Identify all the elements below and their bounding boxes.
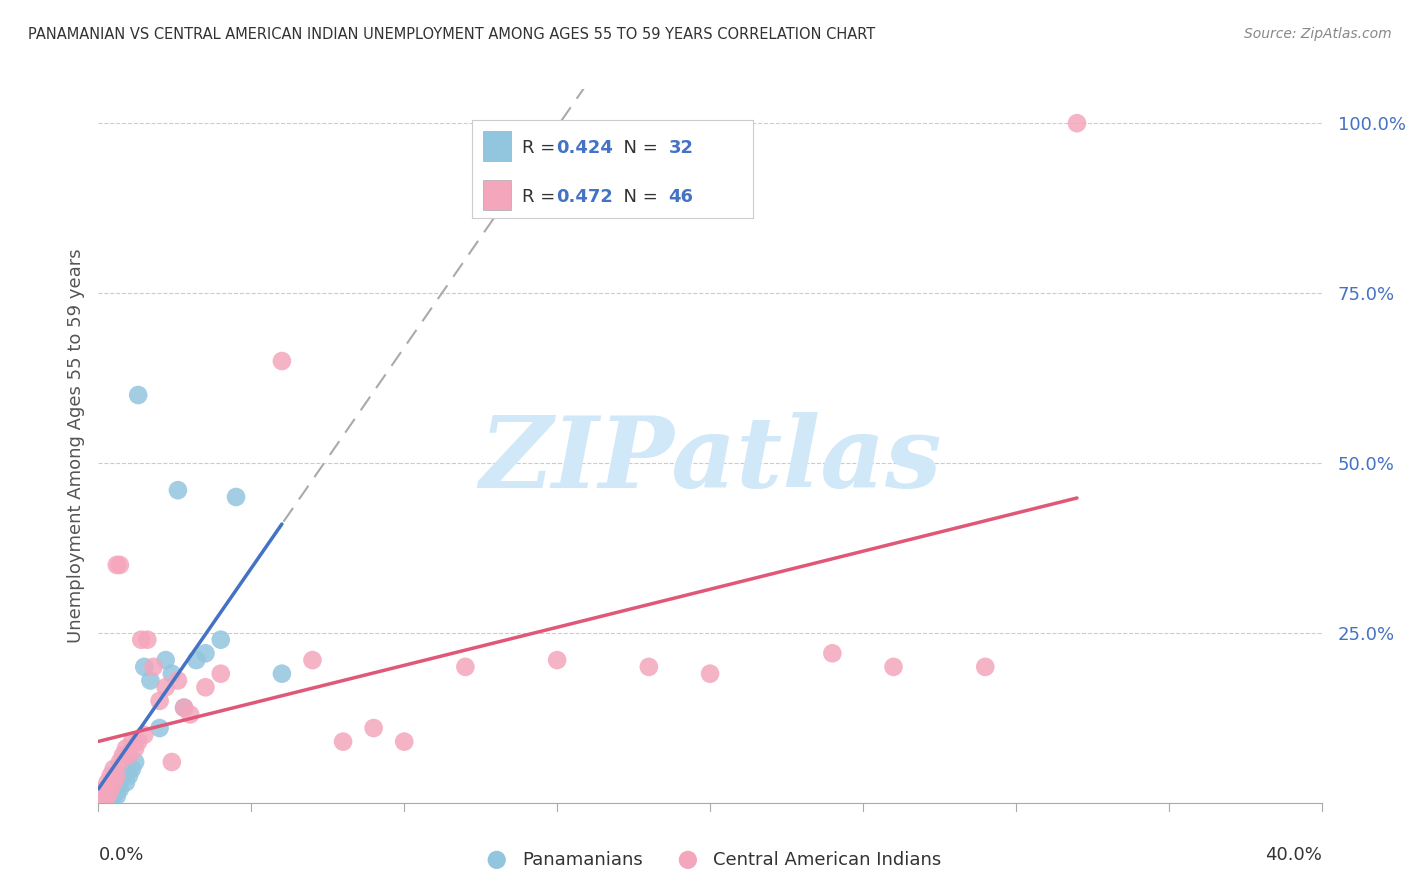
Point xyxy=(100,789,122,803)
Point xyxy=(194,680,217,694)
Point xyxy=(127,734,149,748)
Point xyxy=(93,796,115,810)
Point xyxy=(139,673,162,688)
Point xyxy=(105,558,128,572)
Point xyxy=(270,354,292,368)
Point xyxy=(142,660,165,674)
Point xyxy=(108,755,131,769)
Text: R =: R = xyxy=(522,188,561,206)
Point xyxy=(209,632,232,647)
Point xyxy=(105,775,128,789)
Point xyxy=(173,700,195,714)
FancyBboxPatch shape xyxy=(482,131,510,161)
Text: PANAMANIAN VS CENTRAL AMERICAN INDIAN UNEMPLOYMENT AMONG AGES 55 TO 59 YEARS COR: PANAMANIAN VS CENTRAL AMERICAN INDIAN UN… xyxy=(28,27,876,42)
Point xyxy=(225,490,247,504)
Point xyxy=(149,721,172,735)
Point xyxy=(100,796,122,810)
Point xyxy=(103,775,125,789)
Point xyxy=(883,660,905,674)
Point xyxy=(155,653,177,667)
Point xyxy=(90,796,112,810)
Point xyxy=(974,660,997,674)
Point xyxy=(90,789,112,803)
Point xyxy=(637,660,661,674)
Point xyxy=(118,769,141,783)
Point xyxy=(97,789,120,803)
Point xyxy=(186,653,208,667)
Text: ZIPatlas: ZIPatlas xyxy=(479,412,941,508)
Text: Source: ZipAtlas.com: Source: ZipAtlas.com xyxy=(1244,27,1392,41)
Point xyxy=(332,734,354,748)
Point xyxy=(363,721,385,735)
FancyBboxPatch shape xyxy=(482,180,510,210)
Point xyxy=(87,796,110,810)
Point xyxy=(699,666,721,681)
Point xyxy=(546,653,568,667)
Point xyxy=(115,775,138,789)
Y-axis label: Unemployment Among Ages 55 to 59 years: Unemployment Among Ages 55 to 59 years xyxy=(66,249,84,643)
Point xyxy=(124,755,146,769)
Point xyxy=(155,680,177,694)
Point xyxy=(103,762,125,776)
Point xyxy=(105,769,128,783)
Point xyxy=(103,789,125,803)
Point xyxy=(93,782,115,797)
Point xyxy=(270,666,292,681)
Point xyxy=(115,741,138,756)
Point xyxy=(301,653,323,667)
Point xyxy=(111,748,134,763)
Point xyxy=(121,762,143,776)
Point xyxy=(93,796,115,810)
Point xyxy=(134,660,156,674)
Point xyxy=(194,646,217,660)
Point xyxy=(179,707,201,722)
Point xyxy=(118,748,141,763)
Point xyxy=(1066,116,1088,130)
Point xyxy=(100,782,122,797)
Point xyxy=(97,775,120,789)
Point xyxy=(111,769,134,783)
Point xyxy=(129,632,152,647)
Point xyxy=(97,782,120,797)
Point xyxy=(90,796,112,810)
Point xyxy=(209,666,232,681)
Legend: Panamanians, Central American Indians: Panamanians, Central American Indians xyxy=(471,844,949,876)
Point xyxy=(454,660,477,674)
Point xyxy=(108,558,131,572)
Text: 0.0%: 0.0% xyxy=(98,846,143,863)
Text: 40.0%: 40.0% xyxy=(1265,846,1322,863)
Point xyxy=(392,734,416,748)
Point xyxy=(100,769,122,783)
Text: N =: N = xyxy=(612,139,664,157)
Point xyxy=(103,782,125,797)
Point xyxy=(108,782,131,797)
Point xyxy=(87,796,110,810)
Point xyxy=(173,700,195,714)
Point xyxy=(160,666,183,681)
Point xyxy=(93,789,115,803)
Text: 0.424: 0.424 xyxy=(555,139,613,157)
Point xyxy=(127,388,149,402)
Point xyxy=(121,734,143,748)
Point xyxy=(97,796,120,810)
Point xyxy=(167,483,190,498)
Point xyxy=(136,632,159,647)
Point xyxy=(160,755,183,769)
Text: R =: R = xyxy=(522,139,561,157)
Text: N =: N = xyxy=(612,188,664,206)
Text: 32: 32 xyxy=(668,139,693,157)
Point xyxy=(167,673,190,688)
Point xyxy=(124,741,146,756)
Point xyxy=(105,789,128,803)
Text: 0.472: 0.472 xyxy=(555,188,613,206)
Point xyxy=(821,646,844,660)
Point xyxy=(108,769,131,783)
Point xyxy=(149,694,172,708)
Text: 46: 46 xyxy=(668,188,693,206)
Point xyxy=(134,728,156,742)
